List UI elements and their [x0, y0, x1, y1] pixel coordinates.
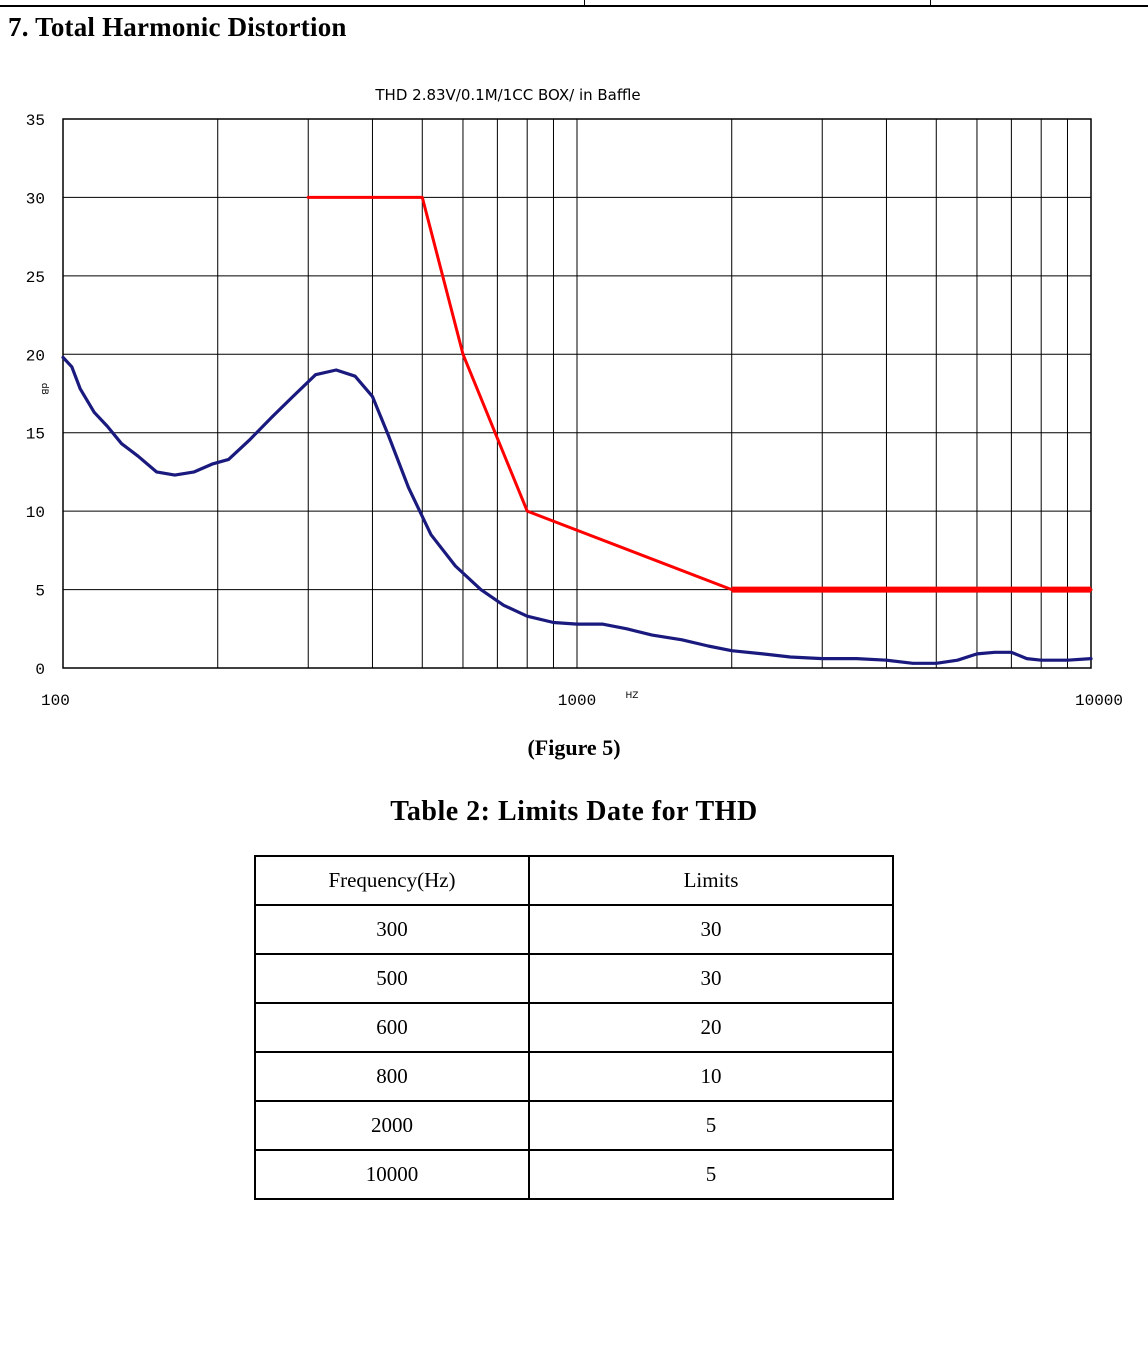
limit-cell: 30 [528, 953, 894, 1004]
grid [62, 118, 1092, 669]
table-row: 300 30 [254, 904, 894, 955]
x-axis-label: HZ [626, 691, 639, 701]
table-row: 800 10 [254, 1051, 894, 1102]
frequency-cell: 800 [254, 1051, 530, 1102]
table-header-row: Frequency(Hz) Limits [254, 855, 894, 906]
column-header-frequency: Frequency(Hz) [254, 855, 530, 906]
frequency-cell: 2000 [254, 1100, 530, 1151]
table-row: 10000 5 [254, 1149, 894, 1200]
table-row: 500 30 [254, 953, 894, 1004]
table-title: Table 2: Limits Date for THD [390, 796, 758, 827]
frequency-cell: 600 [254, 1002, 530, 1053]
chart-text-layer: 0 5 10 15 20 25 30 35 100 1000 10000 THD 2.83V/0.1M… [26, 86, 1123, 710]
top-tick [930, 0, 931, 6]
section-title: 7. Total Harmonic Distortion [8, 12, 347, 42]
top-rule [0, 5, 1148, 7]
plot-frame [62, 118, 1092, 669]
limit-cell: 10 [528, 1051, 894, 1102]
series-layer [61, 195, 1093, 665]
y-tick-label: 20 [26, 347, 45, 365]
chart-title: THD 2.83V/0.1M/1CC BOX/ in Baffle [374, 86, 640, 104]
column-header-limits: Limits [528, 855, 894, 906]
frequency-cell: 300 [254, 904, 530, 955]
y-tick-label: 10 [26, 504, 45, 522]
limits-table: Frequency(Hz) Limits 300 30 500 30 600 2… [254, 855, 894, 1200]
thd-limit-line [306, 195, 1093, 592]
figure-caption: (Figure 5) [527, 735, 621, 760]
top-tick [584, 0, 585, 6]
thd-measured-line [61, 355, 1093, 665]
table-row: 2000 5 [254, 1100, 894, 1151]
y-tick-label: 25 [26, 269, 45, 287]
y-axis-label: dB [39, 383, 49, 395]
x-tick-label: 100 [41, 692, 70, 710]
frequency-cell: 500 [254, 953, 530, 1004]
thd-chart: 0 5 10 15 20 25 30 35 100 1000 10000 THD 2.83V/0.1M… [26, 86, 1123, 710]
frequency-cell: 10000 [254, 1149, 530, 1200]
x-tick-label: 10000 [1075, 692, 1123, 710]
table-row: 600 20 [254, 1002, 894, 1053]
y-tick-label: 0 [35, 661, 45, 679]
y-tick-label: 35 [26, 112, 45, 130]
limit-cell: 5 [528, 1100, 894, 1151]
limit-cell: 30 [528, 904, 894, 955]
limit-cell: 5 [528, 1149, 894, 1200]
y-tick-label: 15 [26, 426, 45, 444]
y-tick-label: 30 [26, 190, 45, 208]
limit-cell: 20 [528, 1002, 894, 1053]
y-tick-label: 5 [35, 583, 45, 601]
x-tick-label: 1000 [558, 692, 596, 710]
